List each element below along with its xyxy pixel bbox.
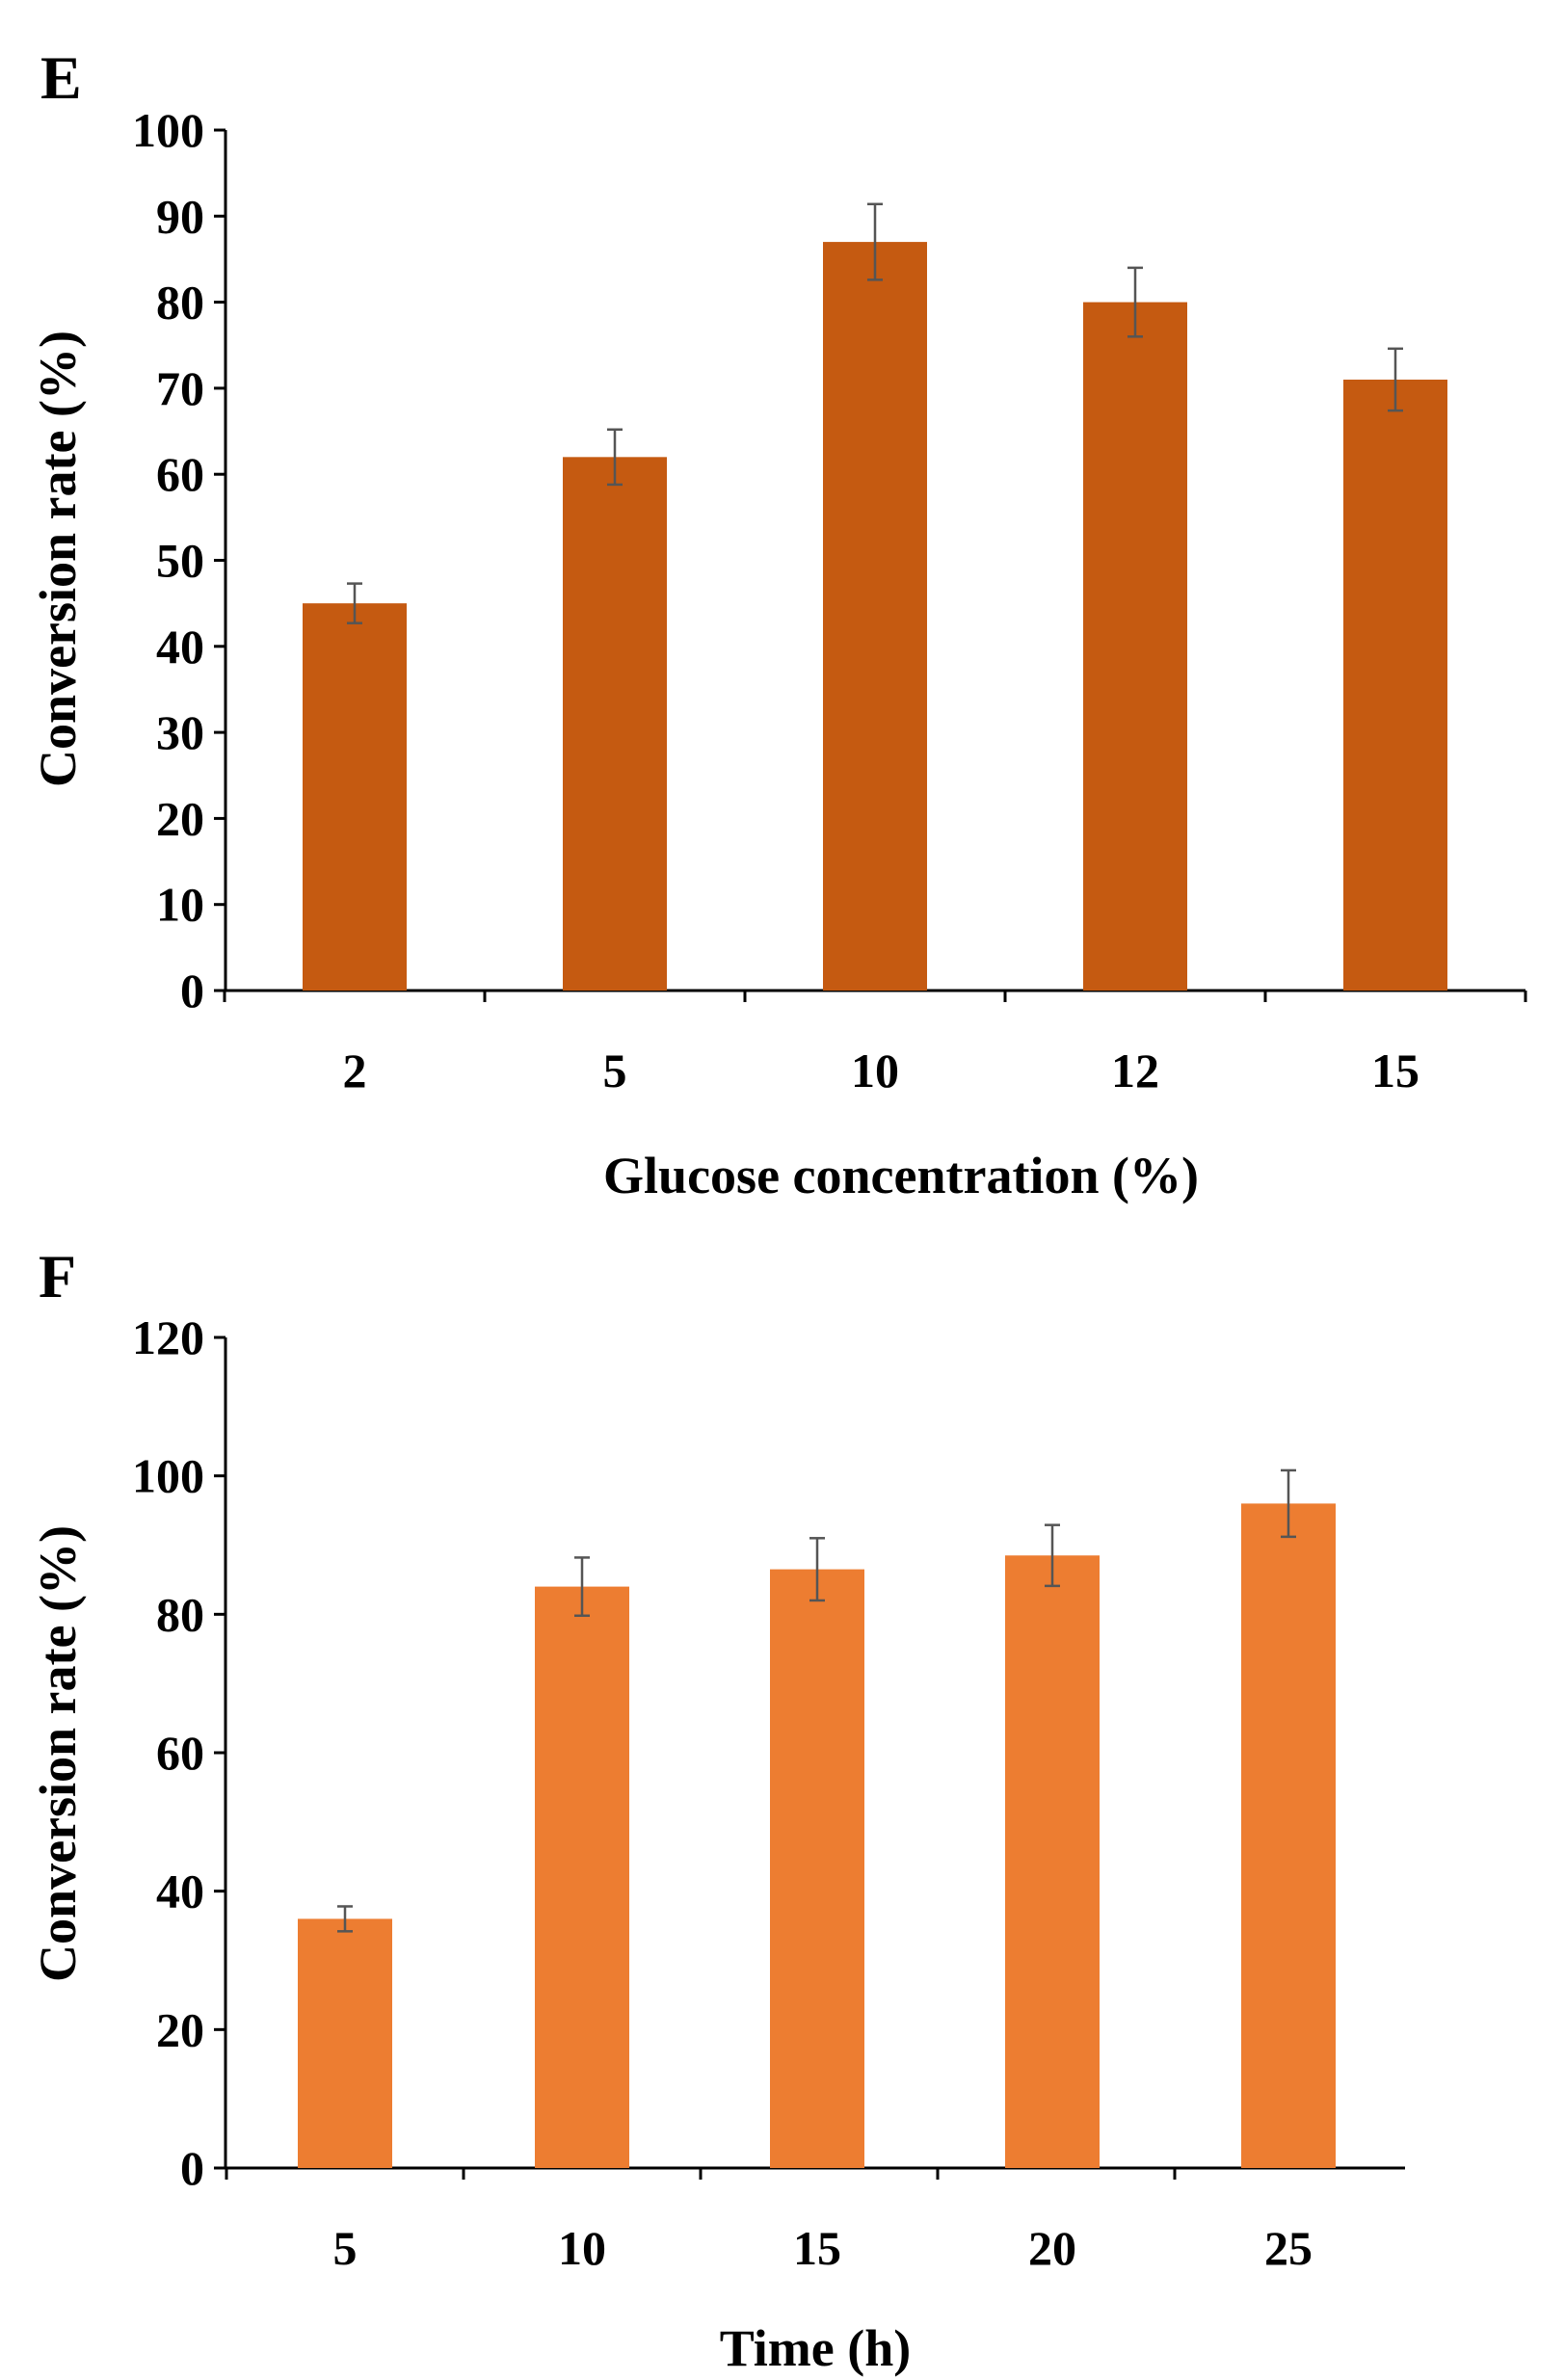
bar <box>535 1586 629 2168</box>
y-tick-label: 30 <box>156 705 204 759</box>
bar <box>1005 1555 1100 2168</box>
y-tick-label: 0 <box>180 2141 204 2195</box>
y-tick-label: 80 <box>156 276 204 330</box>
y-tick-label: 80 <box>156 1587 204 1641</box>
x-tick-label: 12 <box>1111 1044 1159 1097</box>
error-bar <box>347 582 362 624</box>
x-tick-label: 15 <box>793 2221 841 2275</box>
error-bar <box>1045 1523 1060 1588</box>
bars-f <box>298 1468 1336 2168</box>
y-tick-label: 20 <box>156 2002 204 2056</box>
y-tick-label: 0 <box>180 964 204 1018</box>
x-axis-title-f: Time (h) <box>720 2319 912 2377</box>
x-tick-label: 25 <box>1264 2221 1313 2275</box>
y-tick-label: 40 <box>156 1864 204 1918</box>
x-axis-title-e: Glucose concentration (%) <box>603 1147 1199 1204</box>
bar <box>298 1918 392 2168</box>
y-tick-label: 90 <box>156 189 204 243</box>
y-tick-label: 100 <box>132 1449 204 1503</box>
x-tick-label: 10 <box>558 2221 606 2275</box>
panel-label-e: E <box>40 43 82 112</box>
x-ticks-e: 2 5 10 12 15 <box>223 991 1527 1097</box>
error-bar <box>574 1556 590 1618</box>
y-tick-label: 60 <box>156 1726 204 1780</box>
y-tick-label: 10 <box>156 878 204 932</box>
y-tick-label: 70 <box>156 361 204 415</box>
y-ticks-f: 0 20 40 60 80 100 120 <box>132 1310 225 2195</box>
x-tick-label: 20 <box>1028 2221 1076 2275</box>
x-tick-label: 5 <box>603 1044 627 1097</box>
bar <box>770 1569 864 2168</box>
error-bar <box>1127 266 1143 338</box>
bar <box>823 242 927 992</box>
x-tick-label: 10 <box>851 1044 899 1097</box>
bars-e <box>303 202 1447 992</box>
chart-panel-e: E 0 10 20 30 40 50 60 70 80 90 100 2 5 10 12 15 Conver… <box>29 43 1527 1204</box>
error-bar <box>1388 347 1403 412</box>
y-ticks-e: 0 10 20 30 40 50 60 70 80 90 100 <box>132 103 225 1018</box>
bar <box>563 457 667 992</box>
error-bar <box>867 202 883 281</box>
x-ticks-f: 5 10 15 20 25 <box>225 2168 1313 2275</box>
y-tick-label: 40 <box>156 620 204 674</box>
y-tick-label: 100 <box>132 103 204 157</box>
y-tick-label: 50 <box>156 534 204 588</box>
y-tick-label: 120 <box>132 1310 204 1364</box>
y-tick-label: 60 <box>156 447 204 501</box>
panel-label-f: F <box>39 1242 76 1310</box>
error-bar <box>809 1537 825 1602</box>
x-tick-label: 5 <box>333 2221 358 2275</box>
chart-panel-f: F 0 20 40 60 80 100 120 5 10 15 20 25 Conversion r… <box>29 1242 1405 2377</box>
bar <box>303 603 407 991</box>
error-bar <box>1281 1468 1296 1539</box>
bar <box>1083 302 1187 992</box>
x-tick-label: 15 <box>1371 1044 1419 1097</box>
bar <box>1343 379 1447 992</box>
x-tick-label: 2 <box>343 1044 367 1097</box>
y-axis-title-f: Conversion rate (%) <box>29 1525 87 1982</box>
error-bar <box>337 1905 353 1933</box>
y-tick-label: 20 <box>156 791 204 845</box>
error-bar <box>607 428 623 487</box>
bar <box>1241 1503 1336 2168</box>
y-axis-title-e: Conversion rate (%) <box>29 331 87 787</box>
